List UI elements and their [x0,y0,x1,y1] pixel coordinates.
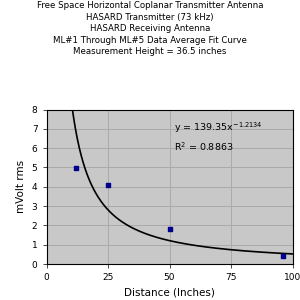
Text: Free Space Horizontal Coplanar Transmitter Antenna
HASARD Transmitter (73 kHz)
H: Free Space Horizontal Coplanar Transmitt… [37,2,263,56]
X-axis label: Distance (Inches): Distance (Inches) [124,288,215,298]
Text: R$^{2}$ = 0.8863: R$^{2}$ = 0.8863 [174,140,234,153]
Point [167,226,172,231]
Y-axis label: mVolt rms: mVolt rms [16,160,26,213]
Point [280,254,285,258]
Text: y = 139.35x$^{-1.2134}$: y = 139.35x$^{-1.2134}$ [174,121,263,135]
Point [106,182,110,187]
Point [74,166,78,171]
